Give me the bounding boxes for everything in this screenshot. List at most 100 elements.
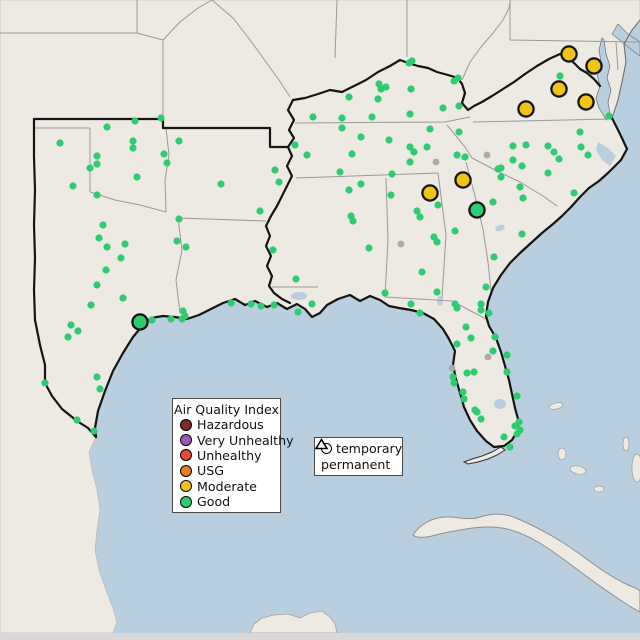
station-dot-good [418, 268, 426, 276]
station-dot-good [56, 139, 64, 147]
aqi-legend-label: Hazardous [197, 417, 264, 433]
station-circle-moderate [421, 184, 439, 202]
region6-west-border [32, 117, 98, 439]
station-dot-good [357, 180, 365, 188]
station-dot-good [555, 155, 563, 163]
station-dot-good [470, 368, 478, 376]
station-dot-good [453, 304, 461, 312]
station-dot-good [513, 392, 521, 400]
station-dot-good [497, 173, 505, 181]
site-legend-label: temporary [336, 440, 403, 456]
station-dot-good [406, 158, 414, 166]
florida-keys [462, 446, 506, 465]
station-dot-good [570, 189, 578, 197]
station-markers [41, 45, 613, 451]
station-dot-nodata [397, 240, 405, 248]
station-circle-moderate [454, 171, 472, 189]
station-dot-good [374, 95, 382, 103]
station-dot-good [256, 207, 264, 215]
station-dot-good [131, 117, 139, 125]
station-dot-good [129, 137, 137, 145]
mississippi-river-border [264, 98, 296, 305]
station-dot-good [257, 302, 265, 310]
site-legend-row-permanent: permanent [315, 438, 402, 472]
aqi-marker-icon [180, 495, 192, 508]
station-dot-good [453, 340, 461, 348]
station-dot-good [175, 137, 183, 145]
aqi-legend-label: USG [197, 463, 224, 479]
permanent-triangle-icon [315, 438, 328, 450]
station-dot-good [477, 415, 485, 423]
aqi-legend: Air Quality Index Hazardous Very Unhealth… [172, 398, 294, 513]
station-dot-good [423, 143, 431, 151]
station-dot-good [477, 300, 485, 308]
aqi-legend-row: Hazardous [173, 417, 280, 432]
station-dot-good [584, 151, 592, 159]
aqi-legend-label: Unhealthy [197, 447, 262, 463]
station-dot-good [407, 300, 415, 308]
station-dot-good [90, 427, 98, 435]
station-dot-good [485, 309, 493, 317]
aqi-legend-row: Moderate [173, 479, 280, 494]
station-dot-good [217, 180, 225, 188]
station-circle-moderate [550, 80, 568, 98]
station-dot-good [303, 151, 311, 159]
station-dot-good [439, 104, 447, 112]
coastline-thin-northeast [611, 19, 640, 119]
station-dot-good [163, 159, 171, 167]
station-dot-good [275, 178, 283, 186]
aqi-legend-label: Very Unhealthy [197, 432, 294, 448]
station-dot-good [308, 300, 316, 308]
station-dot-good [513, 430, 521, 438]
station-dot-good [73, 416, 81, 424]
station-dot-good [385, 136, 393, 144]
station-dot-good [173, 237, 181, 245]
station-dot-good [509, 156, 517, 164]
station-dot-good [455, 102, 463, 110]
station-dot-good [506, 443, 514, 451]
station-dot-good [509, 142, 517, 150]
station-dot-good [489, 347, 497, 355]
station-dot-good [518, 162, 526, 170]
state-borders-thin [0, 0, 640, 321]
station-dot-good [473, 408, 481, 416]
station-dot-good [450, 77, 458, 85]
station-dot-good [74, 327, 82, 335]
aqi-legend-row: Very Unhealthy [173, 432, 294, 448]
aqi-legend-label: Good [197, 494, 231, 510]
aqi-legend-label: Moderate [197, 478, 257, 494]
station-dot-good [433, 288, 441, 296]
station-dot-good [388, 170, 396, 178]
station-dot-good [500, 433, 508, 441]
station-dot-good [522, 141, 530, 149]
station-dot-good [365, 244, 373, 252]
station-dot-good [133, 173, 141, 181]
aqi-legend-row: USG [173, 463, 280, 478]
station-dot-good [99, 221, 107, 229]
station-dot-good [577, 143, 585, 151]
aqi-legend-row: Good [173, 494, 280, 509]
station-dot-nodata [484, 353, 492, 361]
station-dot-good [503, 368, 511, 376]
station-dot-nodata [432, 158, 440, 166]
station-dot-good [408, 57, 416, 65]
station-dot-good [406, 110, 414, 118]
cuba-land [412, 513, 640, 613]
station-dot-good [93, 191, 101, 199]
station-dot-good [348, 150, 356, 158]
station-dot-good [227, 299, 235, 307]
aqi-marker-icon [180, 418, 192, 431]
station-circle-moderate [585, 57, 603, 75]
station-dot-good [270, 301, 278, 309]
pamlico-sound [596, 142, 616, 166]
station-circle-good [131, 313, 149, 331]
station-dot-good [167, 315, 175, 323]
aqi-legend-items: Hazardous Very Unhealthy Unhealthy USG Moder… [173, 417, 294, 509]
station-dot-good [511, 422, 519, 430]
station-dot-good [450, 379, 458, 387]
station-dot-good [93, 160, 101, 168]
station-dot-good [455, 128, 463, 136]
station-dot-nodata [483, 151, 491, 159]
aqi-legend-row: Unhealthy [173, 448, 280, 463]
lakes-and-bays [137, 23, 640, 409]
